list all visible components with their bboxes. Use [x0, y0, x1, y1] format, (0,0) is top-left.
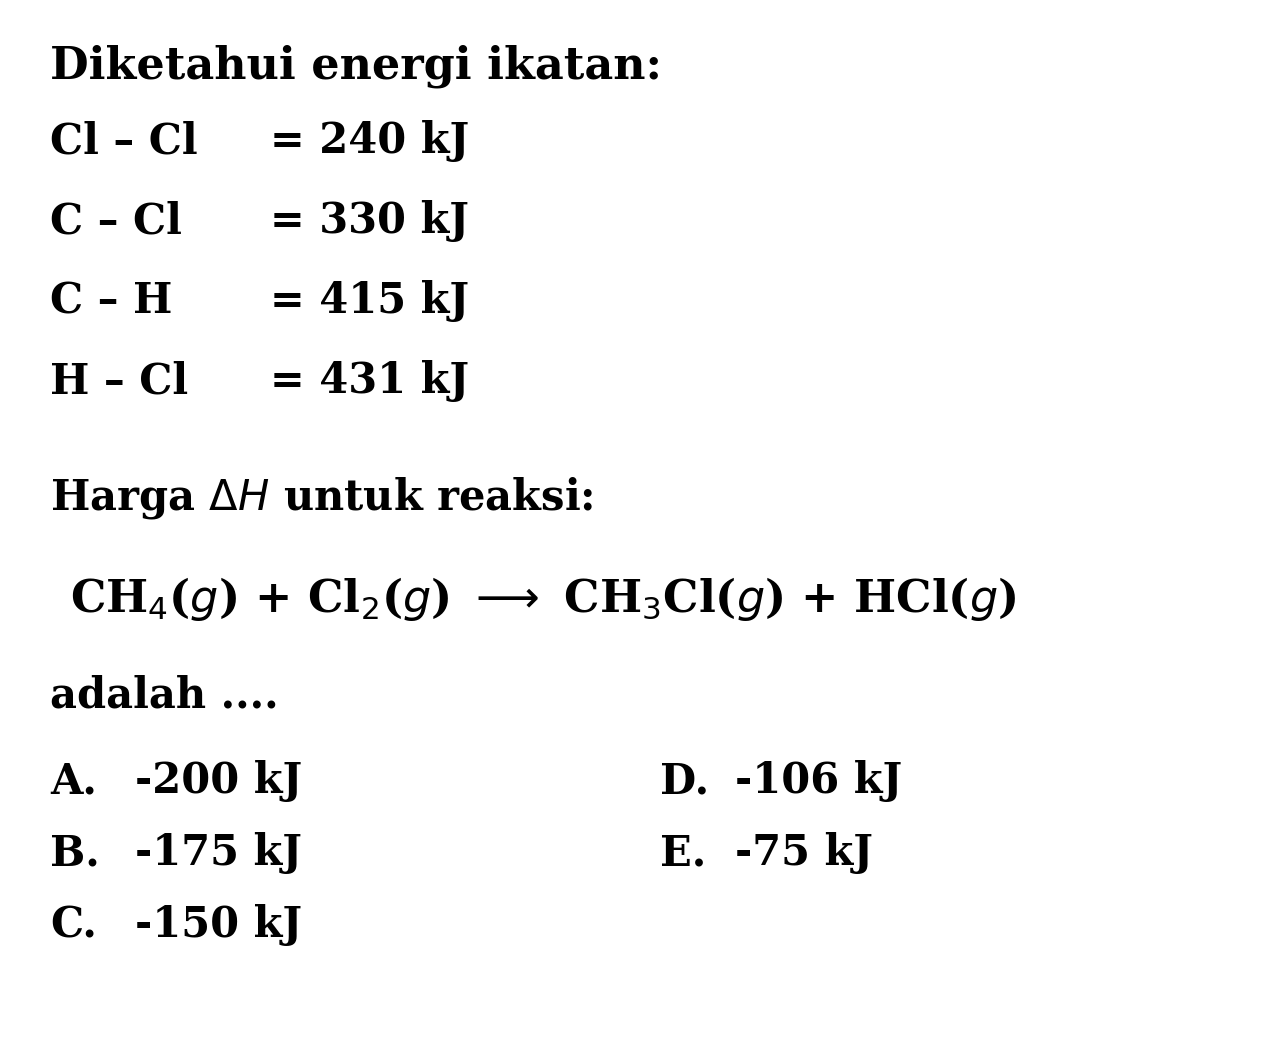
- Text: = 330 kJ: = 330 kJ: [271, 200, 469, 242]
- Text: = 415 kJ: = 415 kJ: [271, 280, 469, 322]
- Text: -150 kJ: -150 kJ: [135, 904, 303, 946]
- Text: D.: D.: [660, 759, 709, 802]
- Text: -200 kJ: -200 kJ: [135, 759, 303, 802]
- Text: -175 kJ: -175 kJ: [135, 832, 303, 874]
- Text: A.: A.: [50, 759, 97, 802]
- Text: C.: C.: [50, 904, 97, 946]
- Text: -106 kJ: -106 kJ: [735, 759, 903, 802]
- Text: adalah ....: adalah ....: [50, 675, 278, 718]
- Text: CH$_4$($\mathit{g}$) + Cl$_2$($\mathit{g}$) $\longrightarrow$ CH$_3$Cl($\mathit{: CH$_4$($\mathit{g}$) + Cl$_2$($\mathit{g…: [71, 575, 1017, 623]
- Text: -75 kJ: -75 kJ: [735, 832, 873, 874]
- Text: C – H: C – H: [50, 280, 172, 322]
- Text: Cl – Cl: Cl – Cl: [50, 120, 197, 162]
- Text: = 240 kJ: = 240 kJ: [271, 120, 469, 162]
- Text: E.: E.: [660, 832, 706, 874]
- Text: Diketahui energi ikatan:: Diketahui energi ikatan:: [50, 45, 662, 88]
- Text: = 431 kJ: = 431 kJ: [271, 360, 469, 402]
- Text: H – Cl: H – Cl: [50, 360, 188, 402]
- Text: Harga $\Delta\mathit{H}$ untuk reaksi:: Harga $\Delta\mathit{H}$ untuk reaksi:: [50, 475, 594, 521]
- Text: C – Cl: C – Cl: [50, 200, 182, 242]
- Text: B.: B.: [50, 832, 100, 874]
